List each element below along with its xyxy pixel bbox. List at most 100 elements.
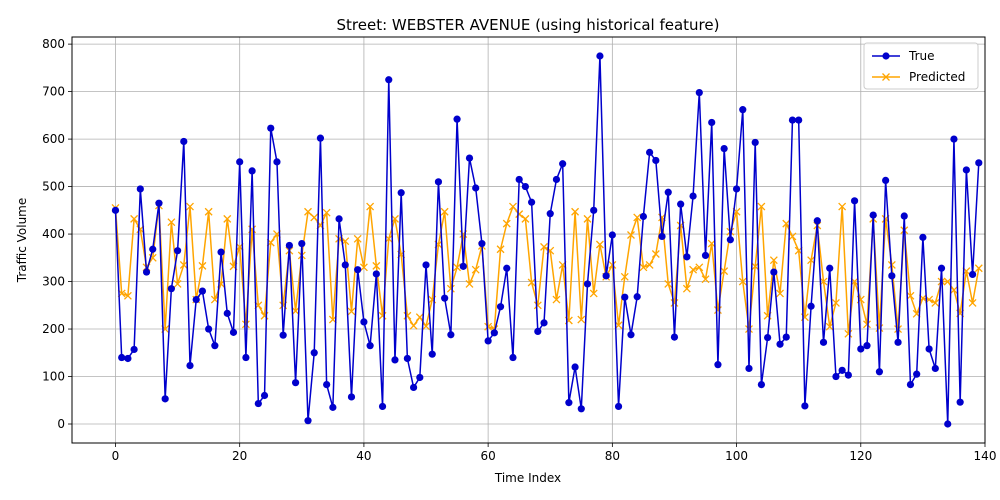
data-point: [776, 289, 785, 298]
data-point: [211, 342, 219, 350]
data-point: [360, 318, 368, 326]
data-point: [739, 106, 747, 114]
data-point: [714, 361, 722, 369]
data-point: [260, 391, 269, 400]
data-point: [621, 293, 629, 301]
data-point: [291, 307, 300, 315]
data-point: [204, 207, 213, 216]
data-point: [285, 241, 293, 250]
data-point: [801, 402, 809, 410]
data-point: [155, 199, 163, 207]
data-point: [409, 383, 418, 392]
y-tick-label: 800: [42, 37, 65, 51]
data-point: [844, 329, 853, 338]
data-point: [844, 371, 852, 379]
data-point: [577, 405, 585, 413]
y-tick-label: 500: [42, 180, 65, 194]
data-point: [310, 213, 319, 222]
x-axis: 0 20 40 60 80 100 120 140: [112, 443, 997, 463]
data-point: [372, 270, 380, 278]
data-point: [241, 320, 250, 329]
data-point: [788, 232, 797, 241]
data-point: [608, 260, 617, 269]
y-tick-label: 700: [42, 85, 65, 99]
data-point: [496, 245, 505, 254]
y-tick-label: 100: [42, 370, 65, 384]
data-point: [825, 322, 834, 331]
data-point: [757, 380, 766, 389]
data-point: [509, 202, 517, 211]
data-point: [521, 182, 529, 191]
data-point: [546, 210, 554, 218]
data-point: [527, 278, 536, 287]
data-point: [602, 272, 610, 280]
data-point: [732, 185, 741, 193]
data-point: [130, 345, 138, 354]
data-point: [118, 353, 126, 362]
data-point: [857, 345, 865, 353]
data-point: [620, 272, 629, 281]
data-point: [515, 210, 524, 219]
data-point: [223, 214, 232, 223]
data-point: [540, 319, 548, 327]
x-tick-label: 20: [232, 449, 247, 463]
data-point: [788, 116, 797, 124]
data-point: [633, 293, 641, 301]
data-point: [614, 402, 623, 411]
y-axis-label: Traffic Volume: [15, 198, 29, 284]
data-point: [304, 207, 312, 216]
data-point: [956, 398, 964, 406]
data-point: [645, 260, 654, 269]
data-point: [316, 134, 325, 142]
legend-entry-predicted: Predicted: [872, 70, 965, 84]
x-tick-label: 120: [849, 449, 872, 463]
data-point: [354, 266, 362, 274]
data-point: [490, 329, 498, 337]
data-point: [944, 420, 952, 428]
data-point: [745, 325, 753, 333]
data-point: [528, 198, 536, 206]
data-point: [385, 76, 393, 84]
y-tick-label: 200: [42, 322, 65, 336]
data-point: [757, 202, 766, 211]
data-point: [565, 399, 573, 407]
x-tick-label: 140: [974, 449, 997, 463]
data-point: [695, 263, 704, 272]
data-point: [559, 160, 567, 168]
data-point: [353, 234, 362, 243]
data-point: [254, 399, 262, 408]
data-point: [323, 380, 331, 389]
legend-label: Predicted: [909, 70, 965, 84]
data-point: [503, 264, 511, 272]
data-point: [472, 184, 480, 192]
y-tick-label: 0: [57, 417, 65, 431]
data-point: [130, 214, 139, 223]
data-point: [795, 116, 803, 124]
data-point: [782, 333, 790, 341]
data-point: [372, 261, 381, 270]
data-point: [173, 279, 182, 288]
x-tick-label: 0: [112, 449, 120, 463]
data-point: [205, 325, 213, 333]
data-point: [192, 295, 200, 304]
data-point: [869, 211, 877, 219]
data-point: [627, 231, 635, 239]
data-point: [217, 248, 225, 256]
data-point: [366, 202, 375, 211]
data-point: [440, 207, 449, 216]
data-point: [962, 166, 970, 174]
data-point: [838, 366, 846, 374]
data-point: [298, 239, 306, 248]
data-point: [322, 208, 331, 217]
data-point: [950, 135, 958, 143]
data-point: [974, 264, 983, 273]
data-point: [627, 331, 635, 339]
data-point: [248, 167, 256, 175]
data-point: [670, 333, 679, 341]
data-point: [552, 295, 561, 304]
data-point: [422, 322, 430, 331]
y-axis: 0 100 200 300 400 500 600 700 800: [42, 37, 72, 431]
data-point: [186, 202, 194, 211]
data-point: [831, 298, 840, 307]
data-point: [906, 291, 915, 300]
